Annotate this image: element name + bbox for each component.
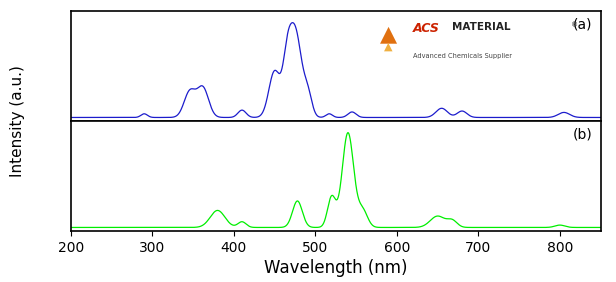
Text: ▲: ▲ [380,25,397,45]
Text: Advanced Chemicals Supplier: Advanced Chemicals Supplier [413,53,511,59]
Text: (a): (a) [573,18,593,32]
Text: ®: ® [571,22,578,28]
Text: MATERIAL: MATERIAL [452,22,511,32]
Text: Intensity (a.u.): Intensity (a.u.) [10,65,25,177]
Text: ACS: ACS [413,22,439,35]
Text: ▲: ▲ [384,42,393,52]
Text: (b): (b) [573,128,593,142]
X-axis label: Wavelength (nm): Wavelength (nm) [264,259,407,277]
